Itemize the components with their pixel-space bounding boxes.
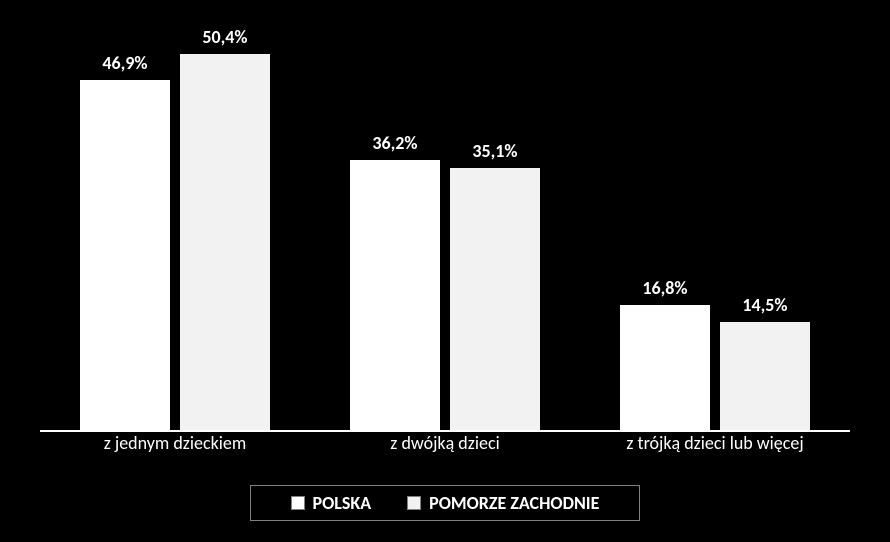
legend-swatch [291,496,305,510]
category-label: z dwójką dzieci [310,432,580,454]
category-label: z jednym dzieckiem [40,432,310,454]
bar-value-label: 50,4% [180,26,270,48]
bar-group: 36,2%35,1% [310,20,580,430]
category-axis: z jednym dzieckiemz dwójką dzieciz trójk… [40,432,850,462]
bar-value-label: 46,9% [80,52,170,74]
chart-container: 46,9%50,4%36,2%35,1%16,8%14,5% z jednym … [0,0,890,542]
bar-value-label: 36,2% [350,132,440,154]
bar-value-label: 16,8% [620,277,710,299]
legend-label: POMORZE ZACHODNIE [429,492,599,514]
bar: 36,2% [350,160,440,430]
bar-value-label: 14,5% [720,294,810,316]
legend-item: POMORZE ZACHODNIE [407,492,599,514]
legend-item: POLSKA [291,492,372,514]
bar: 50,4% [180,54,270,430]
legend-swatch [407,496,421,510]
bar-value-label: 35,1% [450,140,540,162]
plot-area: 46,9%50,4%36,2%35,1%16,8%14,5% [40,20,850,432]
bar: 16,8% [620,305,710,430]
bar: 35,1% [450,168,540,430]
bar-group: 16,8%14,5% [580,20,850,430]
legend: POLSKA POMORZE ZACHODNIE [250,485,641,521]
category-label: z trójką dzieci lub więcej [580,432,850,454]
bar-group: 46,9%50,4% [40,20,310,430]
bar: 46,9% [80,80,170,430]
bar: 14,5% [720,322,810,430]
legend-label: POLSKA [313,492,372,514]
